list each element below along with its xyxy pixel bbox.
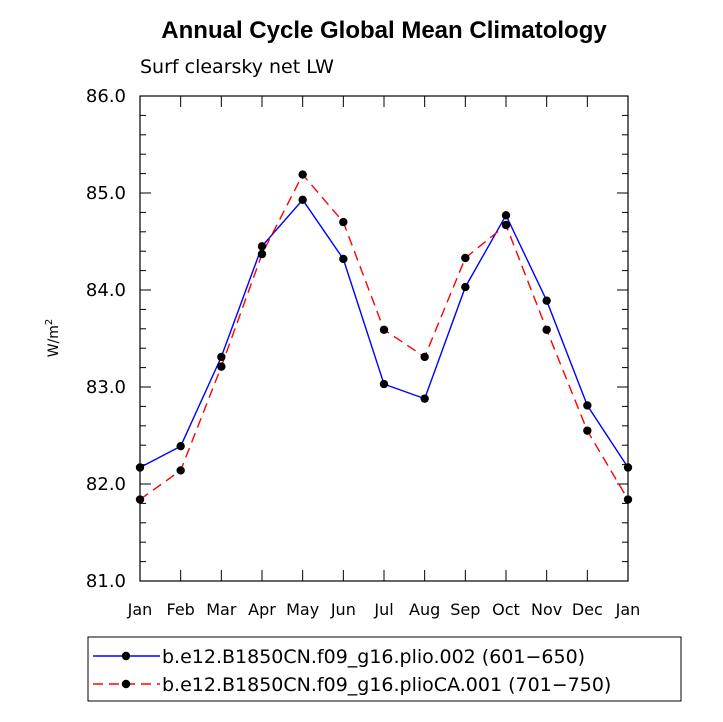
legend: b.e12.B1850CN.f09_g16.plio.002 (601−650)… — [87, 636, 682, 702]
series-2-point — [379, 325, 389, 334]
series-1-point — [623, 463, 633, 472]
legend-marker-1 — [121, 651, 131, 661]
series-1-point — [583, 401, 592, 410]
series-1-point — [461, 282, 470, 292]
y-tick-label: 84.0 — [86, 280, 126, 301]
series-1-point — [257, 242, 267, 251]
y-tick-label: 85.0 — [86, 183, 126, 204]
series-1-point — [501, 211, 511, 220]
series-2-point — [420, 352, 429, 362]
x-tick-label: Oct — [492, 600, 520, 619]
plot-frame — [139, 95, 629, 582]
legend-label-2: b.e12.B1850CN.f09_g16.plioCA.001 (701−75… — [162, 674, 611, 696]
legend-label-1: b.e12.B1850CN.f09_g16.plio.002 (601−650) — [162, 646, 585, 668]
y-tick-label: 81.0 — [86, 571, 126, 592]
plot-area: Jan Feb Mar Apr May Jun Jul Aug Sep Oct Nov Dec Jan8… — [86, 86, 640, 619]
series-2-point — [583, 426, 592, 435]
x-tick-label: Apr — [248, 600, 276, 619]
x-tick-label: Jan — [615, 600, 641, 619]
legend-box — [87, 636, 682, 702]
y-tick-label: 83.0 — [86, 377, 126, 398]
series-line-2 — [139, 173, 629, 501]
series-2-point — [339, 217, 348, 227]
series-2-point — [135, 495, 145, 504]
series-2-point — [461, 253, 470, 263]
series-1-point — [379, 379, 389, 389]
series-1-point — [217, 352, 226, 362]
x-tick-label: Sep — [450, 600, 480, 619]
series-2-point — [501, 220, 511, 230]
series-2-point — [257, 249, 267, 259]
series-1-point — [542, 296, 551, 305]
x-tick-label: Jul — [373, 600, 393, 619]
series-1-point — [176, 441, 185, 451]
y-axis-label-superscript: 2 — [44, 319, 55, 325]
series-2-point — [217, 362, 226, 371]
series-1-point — [135, 463, 145, 472]
series-2-point — [542, 325, 551, 334]
series-1-point — [298, 195, 307, 204]
series-2-point — [176, 466, 185, 475]
series-1-point — [339, 254, 348, 264]
legend-marker-2 — [121, 679, 131, 689]
series-2-point — [298, 170, 307, 179]
x-tick-label: Feb — [167, 600, 195, 619]
x-tick-label: May — [286, 600, 319, 619]
x-tick-label: Nov — [531, 600, 562, 619]
series-1-point — [420, 394, 429, 403]
x-tick-label: Aug — [409, 600, 440, 619]
y-tick-label: 82.0 — [86, 474, 126, 495]
y-tick-label: 86.0 — [86, 86, 126, 107]
x-tick-label: Jun — [330, 600, 356, 619]
x-tick-label: Dec — [572, 600, 603, 619]
chart-subtitle: Surf clearsky net LW — [140, 56, 334, 78]
y-axis-label: W/m2 — [44, 319, 62, 358]
series-2-point — [623, 495, 633, 504]
chart-title: Annual Cycle Global Mean Climatology — [161, 17, 607, 44]
y-axis-label-text: W/m — [46, 325, 62, 357]
x-tick-label: Mar — [206, 600, 237, 619]
x-tick-label: Jan — [127, 600, 153, 619]
